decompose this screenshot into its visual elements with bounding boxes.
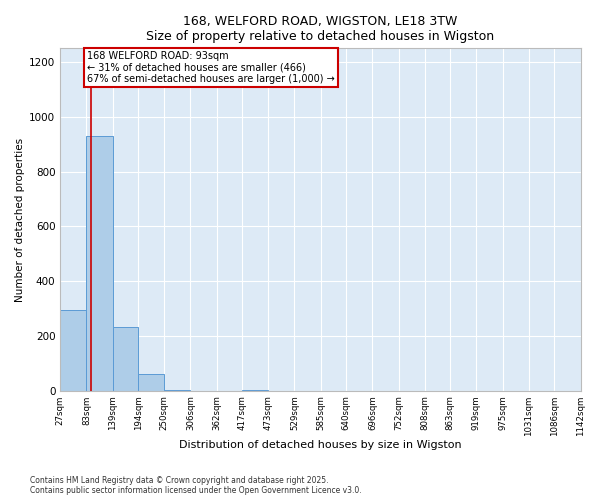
Bar (138, 374, 164, 390)
X-axis label: Distribution of detached houses by size in Wigston: Distribution of detached houses by size … (179, 440, 462, 450)
Bar (86, 136, 113, 390)
Text: 168 WELFORD ROAD: 93sqm
← 31% of detached houses are smaller (466)
67% of semi-d: 168 WELFORD ROAD: 93sqm ← 31% of detache… (87, 51, 335, 84)
Bar (60, 310, 86, 390)
Text: Contains HM Land Registry data © Crown copyright and database right 2025.
Contai: Contains HM Land Registry data © Crown c… (30, 476, 362, 495)
Bar (113, 327, 138, 390)
Title: 168, WELFORD ROAD, WIGSTON, LE18 3TW
Size of property relative to detached house: 168, WELFORD ROAD, WIGSTON, LE18 3TW Siz… (146, 15, 494, 43)
Y-axis label: Number of detached properties: Number of detached properties (15, 138, 25, 302)
